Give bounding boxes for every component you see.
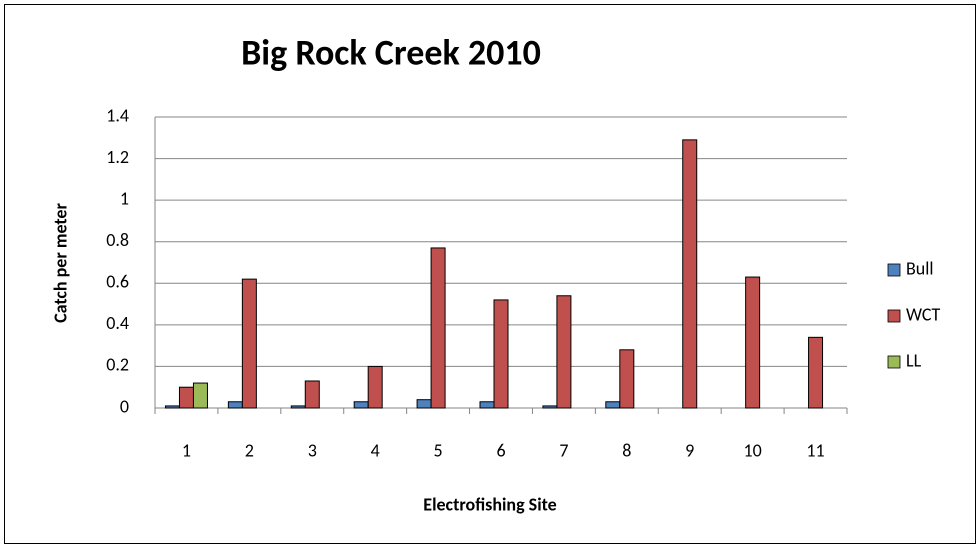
bar bbox=[178, 386, 194, 409]
bar bbox=[556, 295, 572, 409]
y-tick-label: 0.6 bbox=[106, 271, 129, 293]
bar bbox=[353, 401, 369, 409]
x-tick-label: 5 bbox=[434, 439, 443, 461]
chart-border bbox=[4, 4, 976, 544]
y-tick-label: 1 bbox=[120, 187, 129, 209]
x-tick-label: 3 bbox=[308, 439, 317, 461]
bar bbox=[430, 247, 446, 409]
bar bbox=[619, 349, 635, 409]
bar bbox=[808, 336, 824, 409]
y-tick-label: 0 bbox=[120, 395, 129, 417]
bar bbox=[493, 299, 509, 409]
y-tick-label: 1.4 bbox=[106, 104, 129, 126]
x-tick-label: 2 bbox=[245, 439, 254, 461]
bar bbox=[416, 399, 432, 409]
chart-title: Big Rock Creek 2010 bbox=[241, 31, 541, 75]
bar bbox=[164, 405, 180, 409]
bar bbox=[542, 405, 558, 409]
legend-label: LL bbox=[906, 349, 922, 371]
legend-swatch bbox=[887, 263, 901, 277]
bar bbox=[290, 405, 306, 409]
x-tick-label: 7 bbox=[559, 439, 568, 461]
y-axis-label: Catch per meter bbox=[49, 203, 71, 323]
legend-swatch bbox=[887, 355, 901, 369]
x-tick-label: 6 bbox=[496, 439, 505, 461]
y-tick-label: 0.2 bbox=[106, 354, 129, 376]
x-axis-label: Electrofishing Site bbox=[423, 493, 556, 515]
legend-label: WCT bbox=[906, 303, 941, 325]
legend-swatch bbox=[887, 309, 901, 323]
bar bbox=[682, 139, 698, 409]
x-tick-label: 1 bbox=[182, 439, 191, 461]
x-tick-label: 10 bbox=[744, 439, 762, 461]
bar bbox=[479, 401, 495, 409]
bar bbox=[367, 365, 383, 409]
y-tick-label: 0.4 bbox=[106, 312, 129, 334]
bar bbox=[605, 401, 621, 409]
bar bbox=[304, 380, 320, 409]
y-tick-label: 0.8 bbox=[106, 229, 129, 251]
x-tick-label: 4 bbox=[371, 439, 380, 461]
x-tick-label: 11 bbox=[806, 439, 824, 461]
bar bbox=[227, 401, 243, 409]
bar bbox=[745, 276, 761, 409]
bar bbox=[241, 278, 257, 409]
bar bbox=[192, 382, 208, 409]
y-tick-label: 1.2 bbox=[106, 146, 129, 168]
legend-label: Bull bbox=[906, 257, 934, 279]
x-tick-label: 9 bbox=[685, 439, 694, 461]
x-tick-label: 8 bbox=[622, 439, 631, 461]
